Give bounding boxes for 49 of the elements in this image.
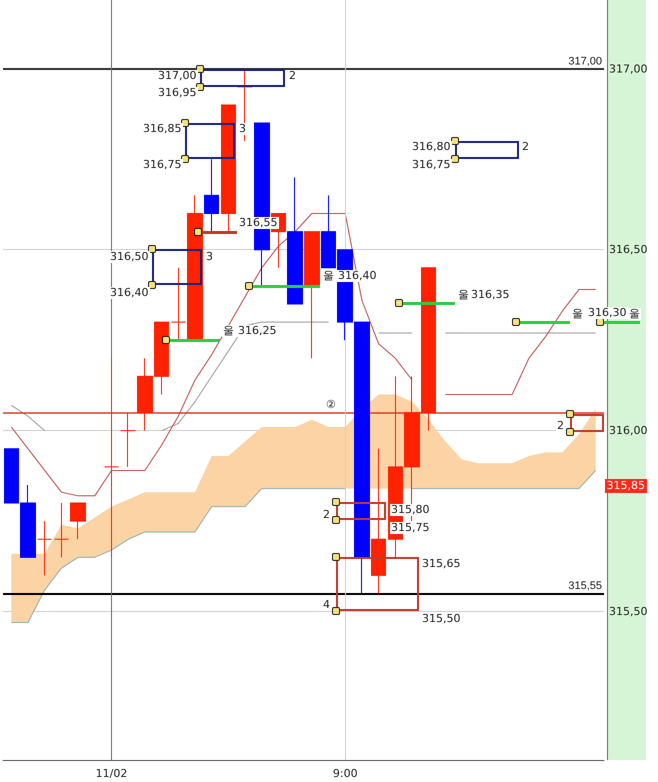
annotation: 울 bbox=[457, 288, 470, 301]
annotation: 315,50 bbox=[421, 612, 462, 625]
text: 울 bbox=[628, 307, 641, 320]
candlestick bbox=[37, 520, 52, 576]
candlestick bbox=[371, 448, 386, 594]
annotation: 316,35 bbox=[470, 288, 510, 301]
annotation: 316,40 bbox=[109, 286, 150, 299]
annotation: 316,30 bbox=[587, 306, 628, 319]
annotation: 316,40 bbox=[337, 269, 378, 282]
annotation: 316,25 bbox=[237, 324, 278, 337]
annotation: 316,55 bbox=[238, 216, 278, 229]
y-tick-label: 316,00 bbox=[609, 424, 648, 438]
annotation: 2 bbox=[521, 140, 530, 153]
x-tick-label: 11/02 bbox=[96, 767, 128, 780]
y-tick-label: 315,50 bbox=[609, 605, 648, 618]
annotation: 2 bbox=[556, 419, 565, 432]
candlestick bbox=[120, 412, 136, 468]
annotation: 2 bbox=[288, 69, 297, 82]
ref-line-label: 317,00 bbox=[568, 55, 602, 68]
annotation: 315,75 bbox=[390, 521, 430, 534]
annotation: 울 bbox=[222, 324, 235, 337]
annotation: 울 bbox=[322, 269, 335, 282]
annotation: 316,95 bbox=[157, 86, 198, 99]
candlestick bbox=[204, 158, 219, 232]
candlestick bbox=[54, 502, 69, 558]
candlestick bbox=[304, 231, 320, 359]
annotation: 2 bbox=[322, 508, 331, 521]
y-tick-label: 317,00 bbox=[609, 62, 648, 76]
annotation: 3 bbox=[238, 122, 247, 135]
candlestick bbox=[104, 358, 119, 558]
annotation: 4 bbox=[322, 598, 331, 611]
text: 315,85 bbox=[604, 479, 647, 493]
annotation: ② bbox=[325, 398, 337, 411]
candlestick bbox=[70, 502, 86, 540]
x-tick-label: 9:00 bbox=[332, 767, 358, 780]
ref-line-label: 315,55 bbox=[568, 580, 602, 592]
candlestick bbox=[287, 176, 303, 304]
y-tick-label: 316,50 bbox=[609, 243, 648, 256]
annotation: 울 bbox=[571, 307, 584, 320]
candlestick bbox=[221, 104, 236, 232]
annotation: 316,85 bbox=[142, 122, 182, 135]
annotation: 316,80 bbox=[411, 140, 452, 153]
annotation: 317,00 bbox=[157, 69, 198, 82]
annotation: 3 bbox=[205, 250, 214, 263]
annotation: 316,75 bbox=[411, 158, 452, 171]
annotation: 316,75 bbox=[142, 158, 182, 171]
annotation: 315,80 bbox=[390, 503, 430, 516]
annotation: 316,50 bbox=[109, 250, 150, 263]
annotation: 315,65 bbox=[421, 557, 462, 570]
